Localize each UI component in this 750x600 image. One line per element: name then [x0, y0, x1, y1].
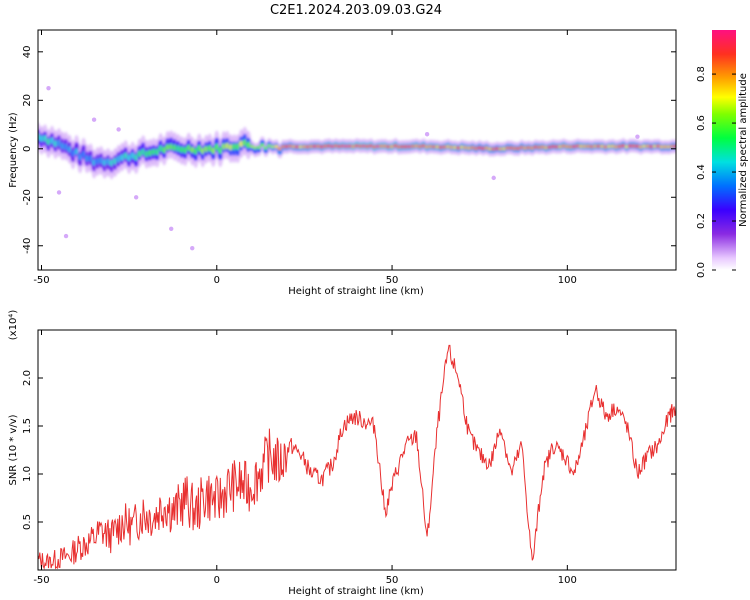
- spectrogram-speck: [424, 132, 430, 137]
- y-tick-label: 0: [22, 146, 33, 152]
- snr-panel: -50 0 50 100 0.5 1.0 1.5 2.0 Height of straight…: [8, 310, 677, 597]
- snr-xlabel: Height of straight line (km): [288, 586, 424, 597]
- spectrogram-speck: [190, 245, 195, 251]
- x-tick-label: 100: [558, 275, 577, 286]
- colorbar-tick-label: 0.2: [696, 213, 707, 229]
- y-tick-label: 1.5: [22, 418, 33, 434]
- y-tick-label: -20: [22, 189, 33, 205]
- spectrogram-speck: [91, 117, 97, 122]
- y-tick-label: -40: [22, 238, 33, 254]
- x-tick-label: 0: [214, 575, 220, 586]
- x-tick-label: -50: [33, 275, 49, 286]
- spectrogram-speck: [63, 233, 69, 239]
- spectrogram-panel: -50 0 50 100 -40 -20 0 20 40 Height of straight …: [8, 29, 677, 297]
- spectrogram-speck: [46, 85, 51, 91]
- x-tick-label: 50: [386, 275, 399, 286]
- y-tick-label: 1.0: [22, 466, 33, 482]
- y-tick-label: 20: [22, 94, 33, 107]
- spectrogram-speck: [169, 226, 174, 231]
- spectrogram-speck: [116, 127, 121, 132]
- snr-axes: -50 0 50 100 0.5 1.0 1.5 2.0: [22, 330, 676, 586]
- spectrogram-speck: [133, 195, 139, 200]
- snr-line: [38, 344, 676, 570]
- spectrogram-axes: -50 0 50 100 -40 -20 0 20 40: [22, 30, 676, 286]
- x-tick-label: 100: [558, 575, 577, 586]
- x-tick-label: -50: [33, 575, 49, 586]
- spectrogram-speck: [635, 134, 640, 139]
- colorbar-gradient: [712, 30, 736, 270]
- y-tick-label: 0.5: [22, 514, 33, 530]
- spectrogram-heatmap: [38, 85, 676, 251]
- y-tick-label: 2.0: [22, 370, 33, 386]
- colorbar-ticks: 0.0 0.2 0.4 0.6 0.8: [696, 66, 736, 278]
- snr-ylabel: SNR (10 * v/v): [8, 414, 19, 485]
- colorbar-label: Normalized spectral amplitude: [738, 73, 749, 227]
- x-tick-label: 50: [386, 575, 399, 586]
- colorbar-tick-label: 0.4: [696, 164, 707, 180]
- spectrogram-ylabel: Frequency (Hz): [8, 112, 19, 188]
- colorbar: 0.0 0.2 0.4 0.6 0.8 Normalized spectral ampl…: [696, 30, 749, 278]
- colorbar-tick-label: 0.6: [696, 115, 707, 131]
- spectrogram-speck: [491, 175, 496, 181]
- snr-frame: [37, 329, 677, 571]
- figure-title: C2E1.2024.203.09.03.G24: [270, 3, 442, 18]
- colorbar-tick-label: 0.0: [696, 262, 707, 278]
- snr-multiplier-label: (x10⁴): [8, 310, 19, 341]
- spectrogram-xlabel: Height of straight line (km): [288, 286, 424, 297]
- x-tick-label: 0: [214, 275, 220, 286]
- colorbar-tick-label: 0.8: [696, 66, 707, 82]
- spectrogram-speck: [56, 190, 62, 195]
- spectrogram-frame: [37, 29, 677, 271]
- y-tick-label: 40: [22, 45, 33, 58]
